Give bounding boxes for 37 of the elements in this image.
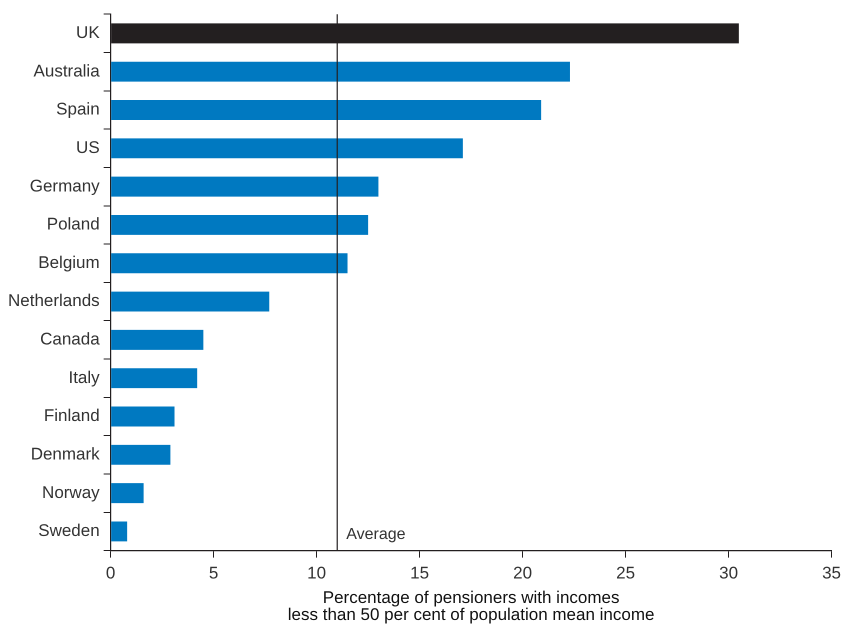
bar <box>111 214 368 235</box>
x-tick-label: 5 <box>208 563 218 582</box>
y-tick-label: US <box>76 138 100 157</box>
y-tick-label: Spain <box>56 100 100 119</box>
y-tick-label: Australia <box>34 61 100 80</box>
y-tick-label: Belgium <box>38 252 100 272</box>
x-tick-label: 20 <box>513 563 532 582</box>
x-tick-label: 10 <box>307 563 326 582</box>
y-tick-label: Netherlands <box>8 291 100 310</box>
y-tick-label: Sweden <box>38 521 100 540</box>
bar <box>111 483 144 504</box>
bar <box>111 406 175 426</box>
y-tick-label: Canada <box>40 330 100 349</box>
x-tick-label: 35 <box>822 563 842 582</box>
bar <box>111 100 542 120</box>
bar <box>111 292 270 312</box>
x-tick-label: 25 <box>616 563 636 582</box>
x-tick-label: 15 <box>410 563 430 582</box>
y-tick-label: Italy <box>68 368 100 387</box>
y-tick-label: Germany <box>30 176 100 196</box>
ref-line-label: Average <box>346 526 406 544</box>
y-tick-label: Denmark <box>30 444 100 464</box>
bar <box>111 62 570 82</box>
x-tick-label: 0 <box>106 563 116 582</box>
y-tick-label: Finland <box>44 406 100 426</box>
bar <box>111 444 170 465</box>
y-tick-label: UK <box>76 23 100 42</box>
x-tick-label: 30 <box>719 563 738 582</box>
y-tick-label: Norway <box>42 482 100 502</box>
bar <box>111 138 463 158</box>
bar <box>111 330 204 350</box>
y-tick-label: Poland <box>46 214 100 234</box>
x-axis-title: Percentage of pensioners with incomes less than 50 per cent of population mean income <box>288 588 654 624</box>
bar <box>111 521 128 542</box>
bar <box>111 368 198 388</box>
bar <box>111 253 348 274</box>
bar <box>111 176 378 197</box>
